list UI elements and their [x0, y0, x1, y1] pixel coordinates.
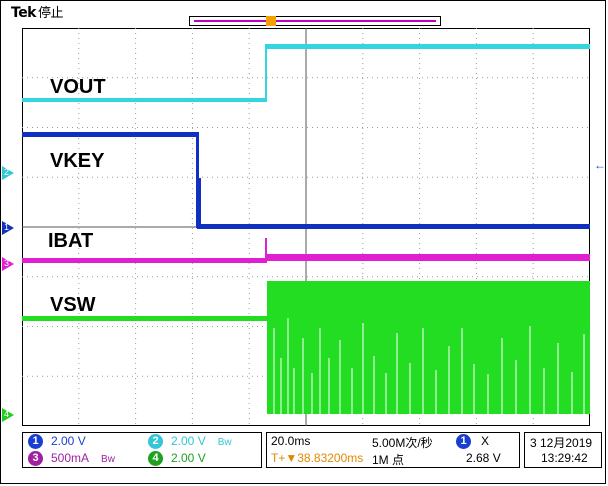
ch4-badge: 4 [148, 451, 163, 467]
trigger-coupling: X [481, 434, 490, 448]
top-status-bar: Tek 停止 [9, 0, 599, 35]
brand-logo: Tek 停止 [11, 2, 64, 21]
vout-trace [22, 44, 590, 102]
vsw-trace [22, 281, 590, 414]
ch1-badge: 1 [28, 434, 43, 450]
trigger-level-arrow-icon[interactable]: ← [594, 158, 606, 172]
ch2-readout[interactable]: 2 2.00 V Bw [148, 434, 232, 450]
ch3-badge: 3 [28, 451, 43, 467]
ch3-scale: 500mA [51, 451, 90, 465]
acquisition-state: 停止 [38, 6, 64, 21]
datetime-box [524, 432, 602, 468]
ch1-readout[interactable]: 1 2.00 V [28, 434, 86, 450]
ch2-offset-marker[interactable] [2, 166, 16, 180]
channel-scale-box[interactable] [22, 432, 262, 468]
waveform-display [22, 28, 590, 426]
ch3-offset-num: 3 [4, 258, 10, 268]
trigger-source-badge: 1 [456, 434, 471, 450]
ch2-scale: 2.00 V [171, 434, 206, 448]
vout-label: VOUT [50, 76, 106, 98]
ch4-scale: 2.00 V [171, 451, 206, 465]
ch2-badge: 2 [148, 434, 163, 450]
ch4-offset-num: 4 [4, 409, 10, 419]
ch1-scale: 2.00 V [51, 434, 86, 448]
ibat-trace [22, 238, 590, 263]
record-window-line [194, 20, 436, 22]
ch1-offset-marker[interactable] [2, 221, 16, 235]
ch4-offset-marker[interactable] [2, 408, 16, 422]
ibat-label: IBAT [48, 230, 94, 252]
ch3-bw-limit-icon: Bw [101, 454, 115, 465]
trigger-delay-readout: T+▼38.83200ms [271, 451, 364, 465]
sample-rate-readout: 5.00M次/秒 [372, 436, 433, 450]
ch4-readout[interactable]: 4 2.00 V [148, 451, 206, 467]
brand-text: Tek [11, 5, 37, 21]
vkey-trace [22, 132, 590, 229]
record-position-bar[interactable] [189, 16, 441, 26]
readout-panel: 1 2.00 V 2 2.00 V Bw 3 500mA Bw 4 2.00 V 20.0m… [0, 430, 606, 484]
vkey-label: VKEY [50, 150, 105, 172]
timebase-readout: 20.0ms [271, 434, 311, 448]
time-readout: 13:29:42 [541, 451, 588, 465]
ch1-offset-num: 1 [4, 222, 10, 232]
record-length-readout: 1M 点 [372, 453, 405, 467]
ch3-offset-marker[interactable] [2, 257, 16, 271]
ch2-offset-num: 2 [4, 167, 10, 177]
horizontal-trigger-box[interactable] [266, 432, 520, 468]
ch3-readout[interactable]: 3 500mA Bw [28, 451, 115, 467]
date-readout: 3 12月2019 [530, 436, 593, 450]
ch2-bw-limit-icon: Bw [217, 437, 232, 448]
trigger-level-readout: 2.68 V [466, 451, 501, 465]
record-window-cursor[interactable] [266, 16, 276, 26]
vsw-label: VSW [50, 294, 96, 316]
